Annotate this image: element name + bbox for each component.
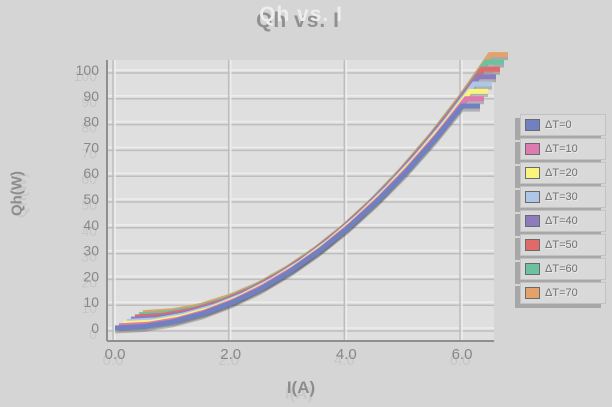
x-tick-label: 2.0	[220, 346, 241, 363]
legend-swatch	[525, 143, 540, 155]
legend-item: ΔT=30	[520, 186, 606, 208]
x-axis-title: I(A)	[286, 378, 316, 397]
plot-area	[107, 60, 494, 341]
x-tick-label: 6.0	[452, 346, 473, 363]
legend-swatch	[525, 263, 540, 275]
x-tick-label: 4.0	[336, 346, 357, 363]
x-tick-label-shadow: 0.0	[103, 352, 124, 369]
legend-item: ΔT=60	[520, 258, 606, 280]
y-tick-label-shadow: 30	[81, 249, 97, 265]
y-tick-label: 30	[83, 243, 99, 259]
legend-item: ΔT=20	[520, 162, 606, 184]
legend: ΔT=0 ΔT=10 ΔT=20 ΔT=30 ΔT=40 ΔT=50 ΔT=60 ΔT=70	[520, 114, 606, 304]
legend-item: ΔT=40	[520, 210, 606, 232]
legend-item: ΔT=0	[520, 114, 606, 136]
x-tick-label-shadow: 4.0	[334, 352, 355, 369]
y-tick-label: 40	[83, 217, 99, 233]
y-tick-label: 10	[83, 294, 99, 310]
legend-label: ΔT=10	[545, 143, 578, 155]
legend-swatch	[525, 119, 540, 131]
y-tick-label: 90	[83, 88, 99, 104]
legend-label: ΔT=0	[545, 119, 572, 131]
x-tick-label-shadow: 2.0	[218, 352, 239, 369]
legend-swatch	[525, 239, 540, 251]
y-tick-label-shadow: 20	[81, 274, 97, 290]
y-tick-label-shadow: 80	[81, 120, 97, 136]
y-tick-label: 20	[83, 268, 99, 284]
legend-label: ΔT=70	[545, 287, 578, 299]
legend-swatch	[525, 167, 540, 179]
legend-label: ΔT=60	[545, 263, 578, 275]
y-tick-label: 80	[83, 114, 99, 130]
y-tick-label-shadow: 100	[74, 68, 98, 84]
legend-item: ΔT=70	[520, 282, 606, 304]
y-tick-label: 50	[83, 191, 99, 207]
y-tick-label-shadow: 90	[81, 94, 97, 110]
series-line	[114, 103, 480, 331]
y-tick-label-shadow: 0	[89, 326, 97, 342]
legend-label: ΔT=50	[545, 239, 578, 251]
y-tick-label-shadow: 10	[81, 300, 97, 316]
y-tick-label-shadow: 50	[81, 197, 97, 213]
legend-label: ΔT=40	[545, 215, 578, 227]
legend-swatch	[525, 215, 540, 227]
legend-swatch	[525, 287, 540, 299]
y-tick-label: 60	[83, 165, 99, 181]
y-tick-label: 0	[91, 320, 99, 336]
legend-swatch	[525, 191, 540, 203]
legend-item: ΔT=50	[520, 234, 606, 256]
legend-item: ΔT=10	[520, 138, 606, 160]
y-tick-label: 70	[83, 139, 99, 155]
x-tick-label: 0.0	[105, 346, 126, 363]
y-tick-label-shadow: 40	[81, 223, 97, 239]
y-tick-label-shadow: 60	[81, 171, 97, 187]
x-tick-label-shadow: 6.0	[450, 352, 471, 369]
chart-title: Qh vs. I	[259, 3, 343, 26]
legend-label: ΔT=30	[545, 191, 578, 203]
y-tick-label: 100	[76, 62, 100, 78]
legend-label: ΔT=20	[545, 167, 578, 179]
y-tick-label-shadow: 70	[81, 145, 97, 161]
